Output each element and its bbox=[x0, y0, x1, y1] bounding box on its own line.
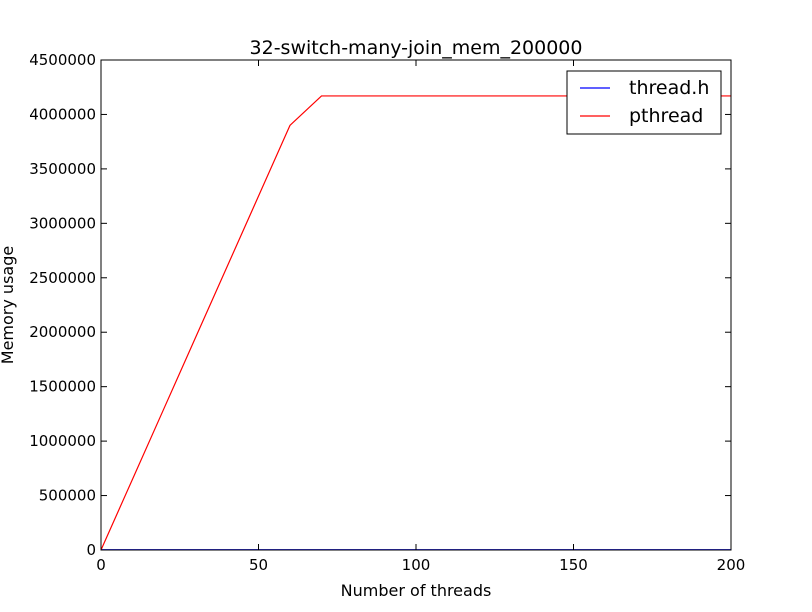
y-tick-label: 1500000 bbox=[29, 378, 96, 396]
y-tick-label: 3500000 bbox=[29, 160, 96, 178]
y-axis-title: Memory usage bbox=[0, 246, 17, 364]
x-tick-label: 50 bbox=[249, 556, 268, 574]
legend: thread.h pthread bbox=[566, 70, 722, 135]
y-tick-label: 500000 bbox=[39, 487, 96, 505]
x-axis-title: Number of threads bbox=[341, 581, 492, 600]
y-tick-label: 3000000 bbox=[29, 214, 96, 232]
chart-title: 32-switch-many-join_mem_200000 bbox=[250, 37, 583, 59]
legend-label-thread-h: thread.h bbox=[629, 77, 709, 99]
x-tick-label: 200 bbox=[717, 556, 746, 574]
tick-layer: 0 50 100 150 200 0 500000 1000000 1500000 2000000… bbox=[29, 51, 745, 574]
y-tick-label: 0 bbox=[86, 541, 96, 559]
x-tick-label: 100 bbox=[402, 556, 431, 574]
y-tick-label: 4000000 bbox=[29, 105, 96, 123]
x-tick-label: 150 bbox=[559, 556, 588, 574]
legend-label-pthread: pthread bbox=[629, 105, 703, 127]
x-tick-label: 0 bbox=[96, 556, 106, 574]
y-tick-label: 1000000 bbox=[29, 432, 96, 450]
y-tick-label: 2000000 bbox=[29, 323, 96, 341]
y-tick-label: 4500000 bbox=[29, 51, 96, 69]
legend-box bbox=[566, 70, 722, 135]
y-tick-label: 2500000 bbox=[29, 269, 96, 287]
